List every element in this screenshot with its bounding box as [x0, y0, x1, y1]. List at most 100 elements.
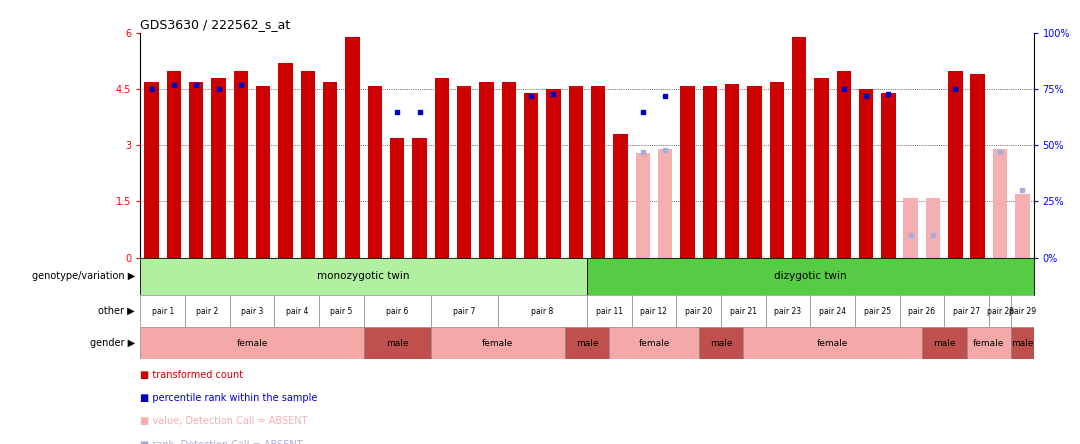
Text: pair 23: pair 23: [774, 307, 801, 316]
Text: ■ rank, Detection Call = ABSENT: ■ rank, Detection Call = ABSENT: [140, 440, 303, 444]
Bar: [609, 327, 699, 359]
Bar: [480, 82, 494, 258]
Text: pair 12: pair 12: [640, 307, 667, 316]
Text: GDS3630 / 222562_s_at: GDS3630 / 222562_s_at: [140, 18, 291, 31]
Bar: [591, 86, 606, 258]
Text: other ▶: other ▶: [98, 306, 135, 316]
Text: pair 6: pair 6: [386, 307, 408, 316]
Text: pair 27: pair 27: [953, 307, 981, 316]
Bar: [676, 295, 721, 327]
Bar: [546, 89, 561, 258]
Bar: [1011, 295, 1034, 327]
Text: pair 24: pair 24: [819, 307, 846, 316]
Bar: [233, 71, 248, 258]
Text: pair 2: pair 2: [197, 307, 218, 316]
Bar: [166, 71, 181, 258]
Text: pair 21: pair 21: [730, 307, 757, 316]
Bar: [568, 86, 583, 258]
Bar: [766, 295, 810, 327]
Bar: [145, 82, 159, 258]
Bar: [185, 295, 230, 327]
Bar: [613, 134, 627, 258]
Bar: [140, 327, 364, 359]
Bar: [702, 86, 717, 258]
Bar: [524, 93, 539, 258]
Bar: [944, 295, 989, 327]
Bar: [971, 75, 985, 258]
Text: monozygotic twin: monozygotic twin: [318, 271, 410, 281]
Bar: [364, 327, 431, 359]
Text: pair 20: pair 20: [685, 307, 712, 316]
Text: male: male: [933, 339, 956, 348]
Bar: [565, 327, 609, 359]
Bar: [855, 295, 900, 327]
Bar: [900, 295, 944, 327]
Bar: [725, 84, 740, 258]
Bar: [814, 78, 828, 258]
Bar: [588, 258, 1034, 295]
Bar: [140, 258, 588, 295]
Bar: [837, 71, 851, 258]
Text: ■ value, Detection Call = ABSENT: ■ value, Detection Call = ABSENT: [140, 416, 308, 427]
Bar: [747, 86, 761, 258]
Bar: [413, 138, 427, 258]
Bar: [632, 295, 676, 327]
Text: gender ▶: gender ▶: [90, 338, 135, 348]
Text: pair 25: pair 25: [864, 307, 891, 316]
Text: female: female: [973, 339, 1004, 348]
Text: male: male: [386, 339, 408, 348]
Bar: [390, 138, 404, 258]
Text: pair 29: pair 29: [1009, 307, 1036, 316]
Bar: [431, 327, 565, 359]
Bar: [721, 295, 766, 327]
Bar: [367, 86, 382, 258]
Bar: [434, 78, 449, 258]
Bar: [431, 295, 498, 327]
Bar: [743, 327, 922, 359]
Text: genotype/variation ▶: genotype/variation ▶: [31, 271, 135, 281]
Bar: [922, 327, 967, 359]
Bar: [319, 295, 364, 327]
Bar: [501, 82, 516, 258]
Bar: [904, 198, 918, 258]
Bar: [699, 327, 743, 359]
Text: male: male: [1011, 339, 1034, 348]
Text: pair 7: pair 7: [453, 307, 475, 316]
Text: male: male: [576, 339, 598, 348]
Text: pair 8: pair 8: [531, 307, 553, 316]
Text: male: male: [710, 339, 732, 348]
Bar: [635, 153, 650, 258]
Bar: [926, 198, 941, 258]
Bar: [989, 295, 1011, 327]
Text: pair 26: pair 26: [908, 307, 935, 316]
Bar: [859, 89, 874, 258]
Bar: [300, 71, 315, 258]
Bar: [498, 295, 588, 327]
Bar: [457, 86, 472, 258]
Bar: [346, 37, 360, 258]
Bar: [770, 82, 784, 258]
Bar: [810, 295, 855, 327]
Text: female: female: [237, 339, 268, 348]
Bar: [189, 82, 203, 258]
Text: dizygotic twin: dizygotic twin: [774, 271, 847, 281]
Text: pair 3: pair 3: [241, 307, 264, 316]
Text: pair 5: pair 5: [330, 307, 352, 316]
Text: ■ percentile rank within the sample: ■ percentile rank within the sample: [140, 393, 318, 404]
Bar: [993, 149, 1008, 258]
Bar: [212, 78, 226, 258]
Bar: [881, 93, 895, 258]
Text: female: female: [638, 339, 670, 348]
Bar: [256, 86, 270, 258]
Bar: [658, 149, 673, 258]
Bar: [230, 295, 274, 327]
Bar: [1015, 194, 1029, 258]
Bar: [948, 71, 962, 258]
Bar: [140, 295, 185, 327]
Text: female: female: [816, 339, 848, 348]
Text: pair 11: pair 11: [596, 307, 623, 316]
Bar: [279, 63, 293, 258]
Text: pair 4: pair 4: [285, 307, 308, 316]
Text: pair 28: pair 28: [986, 307, 1013, 316]
Text: pair 1: pair 1: [151, 307, 174, 316]
